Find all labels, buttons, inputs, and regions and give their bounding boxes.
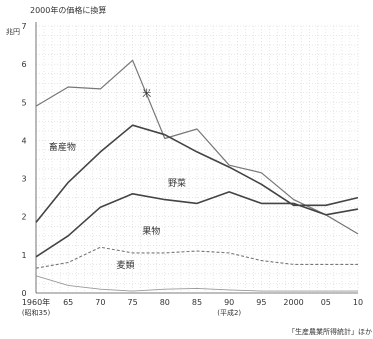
y-tick-label: 6 (21, 60, 26, 69)
x-tick-label: 70 (95, 298, 105, 307)
y-tick-label: 7 (21, 22, 26, 31)
series-label: 麦類 (117, 259, 135, 271)
x-tick-label: 85 (192, 298, 202, 307)
x-tick-label: 2000 (283, 298, 303, 307)
x-tick-label: 80 (160, 298, 170, 307)
x-tick-label: 1960年 (22, 297, 50, 307)
x-tick-label: 90 (224, 298, 234, 307)
y-tick-label: 4 (21, 136, 26, 145)
y-tick-label: 1 (21, 251, 26, 260)
y-tick-label: 2 (21, 213, 26, 222)
y-tick-label: 3 (21, 175, 26, 184)
series-line (35, 246, 358, 269)
x-tick-label: 95 (256, 298, 266, 307)
axes: 0 1 2 3 4 5 6 7 1960年(昭和35) 65 70 75 80 85 90(平成2) 95 20… (21, 22, 363, 317)
y-tick-label: 0 (21, 289, 26, 298)
x-tick-sublabel: (昭和35) (22, 308, 51, 317)
y-axis-unit: 兆円 (6, 27, 20, 36)
x-tick-label: 75 (128, 298, 138, 307)
x-tick-sublabel: (平成2) (217, 308, 241, 317)
series-label: 果物 (142, 225, 160, 237)
series-group (35, 59, 359, 292)
series-line (35, 124, 359, 223)
grid (35, 25, 359, 294)
series-label: 米 (142, 88, 151, 100)
y-tick-label: 5 (21, 98, 26, 107)
chart-subtitle: 2000年の価格に換算 (30, 5, 106, 15)
series-line (35, 191, 359, 258)
x-tick-label: 65 (63, 298, 73, 307)
source-note: 「生産農業所得統計」ほか (288, 327, 372, 336)
x-tick-label: 10 (353, 298, 363, 307)
x-tick-label: 05 (321, 298, 331, 307)
series-label: 野菜 (168, 177, 186, 189)
series-label: 畜産物 (49, 141, 76, 153)
series-line (35, 275, 358, 292)
